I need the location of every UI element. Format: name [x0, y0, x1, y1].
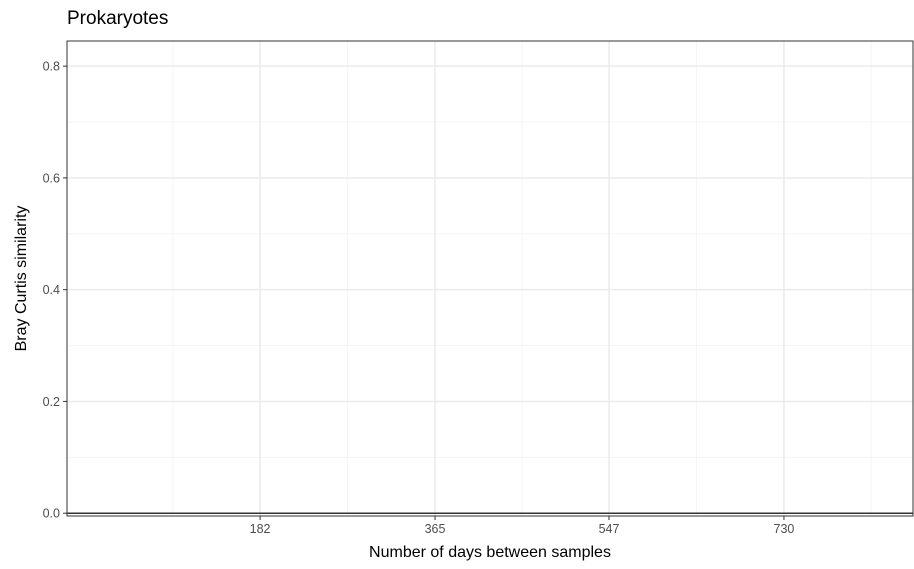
y-tick-label: 0.0	[43, 507, 60, 521]
x-axis-label: Number of days between samples	[369, 544, 611, 561]
x-axis-ticks: 182 365 547 730	[250, 516, 795, 536]
x-tick-label: 547	[599, 522, 620, 536]
y-axis-label: Bray Curtis similarity	[13, 206, 30, 352]
y-tick-label: 0.6	[43, 171, 60, 185]
x-tick-label: 730	[774, 522, 795, 536]
x-tick-label: 365	[425, 522, 446, 536]
x-tick-label: 182	[250, 522, 271, 536]
y-tick-label: 0.4	[43, 283, 60, 297]
major-grid	[67, 41, 913, 516]
y-tick-label: 0.2	[43, 395, 60, 409]
chart-title: Prokaryotes	[67, 8, 168, 29]
minor-grid	[67, 41, 913, 516]
panel-border	[66, 40, 914, 517]
y-axis-ticks: 0.0 0.2 0.4 0.6 0.8	[43, 60, 67, 521]
y-tick-label: 0.8	[43, 60, 60, 74]
